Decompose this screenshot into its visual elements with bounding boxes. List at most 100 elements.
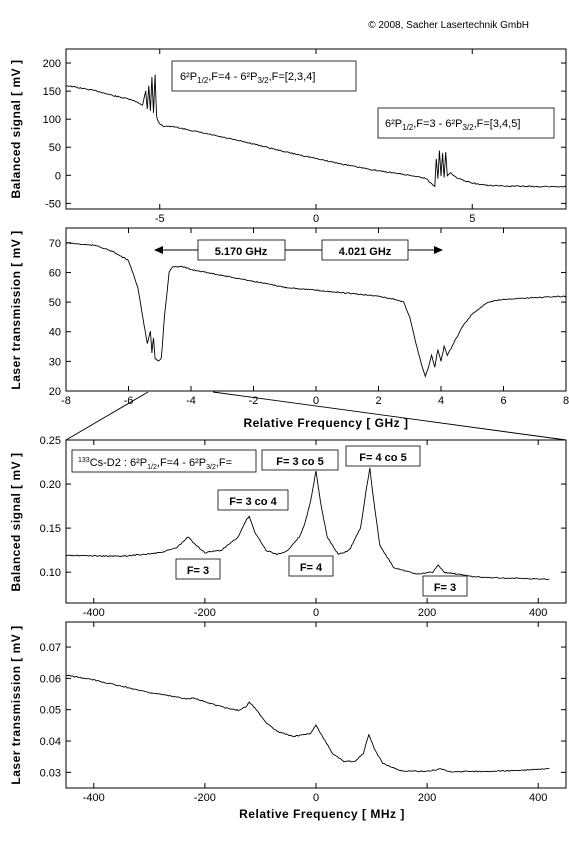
ann-4021-text: 4.021 GHz (339, 246, 392, 258)
x-tick-label: 0 (313, 395, 319, 407)
y-tick-label: 40 (49, 327, 61, 339)
x-tick-label: -200 (194, 607, 216, 619)
y-tick-label: 200 (43, 58, 61, 70)
x-tick-label: 200 (418, 607, 436, 619)
panel-2-ylabel: Laser transmission [ mV ] (9, 230, 23, 389)
x-tick-label: -6 (124, 395, 134, 407)
y-tick-label: 20 (49, 386, 61, 398)
panel-4-series-line (65, 674, 550, 773)
x-tick-label: -400 (83, 607, 105, 619)
ann2-b: ,F=3 - 6²P (413, 118, 462, 130)
ann1-sub2: 3/2 (257, 76, 269, 85)
y-tick-label: 0.05 (40, 705, 61, 717)
x-tick-label: -8 (61, 395, 71, 407)
zoom-line-right (212, 391, 567, 441)
panel-1-series-line (65, 74, 567, 188)
y-tick-label: 100 (43, 114, 61, 126)
x-tick-label: 0 (313, 213, 319, 225)
panel-1-ylabel: Balanced signal [ mV ] (9, 59, 23, 198)
svg-text:6²P1/2,F=3 - 6²P3/2,F=[3,4,5]: 6²P1/2,F=3 - 6²P3/2,F=[3,4,5] (385, 118, 520, 132)
svg-text:133Cs-D2 : 6²P1/2,F=4 - 6²P3/: 133Cs-D2 : 6²P1/2,F=4 - 6²P3/2,F= (78, 457, 232, 471)
ann1-c: ,F=[2,3,4] (269, 71, 316, 83)
panel-3-label-f3co5: F= 3 co 5 (261, 449, 339, 471)
f4-text: F= 4 (300, 562, 323, 574)
panel-3-label-f3-right: F= 3 (422, 575, 468, 597)
x-tick-label: 400 (529, 607, 547, 619)
panel-4-xlabel: Relative Frequency [ MHz ] (239, 807, 405, 821)
panel-3-ticks: -400 -200 0 200 400 0.10 0.15 0.20 0.25 (40, 435, 566, 619)
y-tick-label: 0.15 (40, 523, 61, 535)
y-tick-label: 50 (49, 142, 61, 154)
ann2-sub2: 3/2 (462, 123, 474, 132)
ann2-a: 6²P (385, 118, 402, 130)
svg-text:6²P1/2,F=4 - 6²P3/2,F=[2,3,4]: 6²P1/2,F=4 - 6²P3/2,F=[2,3,4] (180, 71, 315, 85)
cs-mass: 133 (78, 457, 90, 464)
y-tick-label: 0.10 (40, 567, 61, 579)
panel-4-ticks: -400 -200 0 200 400 0.03 0.04 0.05 0.06 0.07 (40, 622, 566, 804)
y-tick-label: 70 (49, 238, 61, 250)
x-tick-label: 6 (500, 395, 506, 407)
y-tick-label: 0.07 (40, 642, 61, 654)
y-tick-label: 50 (49, 297, 61, 309)
panel-3-label-f4: F= 4 (288, 555, 334, 577)
panel-2-annotation-4021: 4.021 GHz (321, 239, 409, 261)
panel-3-label-f4co5: F= 4 co 5 (345, 445, 421, 467)
panel-4-frame (65, 621, 567, 789)
ann1-sub1: 1/2 (197, 76, 209, 85)
y-tick-label: 150 (43, 86, 61, 98)
panel-3-label-f3-left: F= 3 (175, 558, 221, 580)
x-tick-label: -400 (83, 792, 105, 804)
ann1-b: ,F=4 - 6²P (208, 71, 257, 83)
y-tick-label: 0.25 (40, 435, 61, 447)
panel-3-series-line (65, 467, 550, 581)
panel-4-ylabel: Laser transmission [ mV ] (9, 625, 23, 784)
panel-3-label-f3co4: F= 3 co 4 (217, 489, 289, 511)
ann2-c: ,F=[3,4,5] (474, 118, 521, 130)
x-tick-label: -5 (155, 213, 165, 225)
y-tick-label: -50 (45, 198, 61, 210)
panel-2-span-arrows (154, 246, 443, 254)
cs-b: ,F=4 - 6²P (157, 457, 206, 469)
cs-c: ,F= (216, 457, 232, 469)
y-tick-label: 0.04 (40, 736, 61, 748)
panel-2-annotation-5170: 5.170 GHz (197, 239, 286, 261)
cs-sub2: 3/2 (206, 464, 216, 471)
cs-a: Cs-D2 : 6²P (90, 457, 147, 469)
ann1-a: 6²P (180, 71, 197, 83)
ann-5170-text: 5.170 GHz (215, 246, 268, 258)
f3co4-text: F= 3 co 4 (229, 496, 277, 508)
x-tick-label: -4 (186, 395, 196, 407)
x-tick-label: -2 (249, 395, 259, 407)
cs-sub1: 1/2 (147, 464, 157, 471)
x-tick-label: 8 (563, 395, 569, 407)
panel-2-ticks: -8 -6 -4 -2 0 2 4 6 8 20 30 40 50 60 70 (49, 228, 569, 407)
panel-1-annotation-1: 6²P1/2,F=4 - 6²P3/2,F=[2,3,4] (171, 60, 357, 92)
f3-right-text: F= 3 (434, 582, 456, 594)
panel-3-annotation-cs: 133Cs-D2 : 6²P1/2,F=4 - 6²P3/2,F= (71, 449, 257, 473)
panel-2-series-line (65, 242, 567, 378)
x-tick-label: 0 (313, 607, 319, 619)
f3-left-text: F= 3 (187, 565, 209, 577)
y-tick-label: 60 (49, 267, 61, 279)
x-tick-label: 400 (529, 792, 547, 804)
ann2-sub1: 1/2 (402, 123, 414, 132)
panel-2-xlabel: Relative Frequency [ GHz ] (243, 416, 408, 430)
panel-3-ylabel: Balanced signal [ mV ] (9, 452, 23, 591)
x-tick-label: -200 (194, 792, 216, 804)
zoom-line-left (65, 391, 149, 441)
y-tick-label: 0.06 (40, 673, 61, 685)
x-tick-label: 4 (438, 395, 444, 407)
x-tick-label: 200 (418, 792, 436, 804)
x-tick-label: 2 (375, 395, 381, 407)
copyright-text: © 2008, Sacher Lasertechnik GmbH (368, 20, 529, 31)
f4co5-text: F= 4 co 5 (359, 452, 406, 464)
y-tick-label: 30 (49, 356, 61, 368)
f3co5-text: F= 3 co 5 (276, 456, 323, 468)
panel-1-annotation-2: 6²P1/2,F=3 - 6²P3/2,F=[3,4,5] (377, 107, 555, 139)
x-tick-label: 0 (313, 792, 319, 804)
y-tick-label: 0.03 (40, 767, 61, 779)
y-tick-label: 0.20 (40, 479, 61, 491)
x-tick-label: 5 (469, 213, 475, 225)
